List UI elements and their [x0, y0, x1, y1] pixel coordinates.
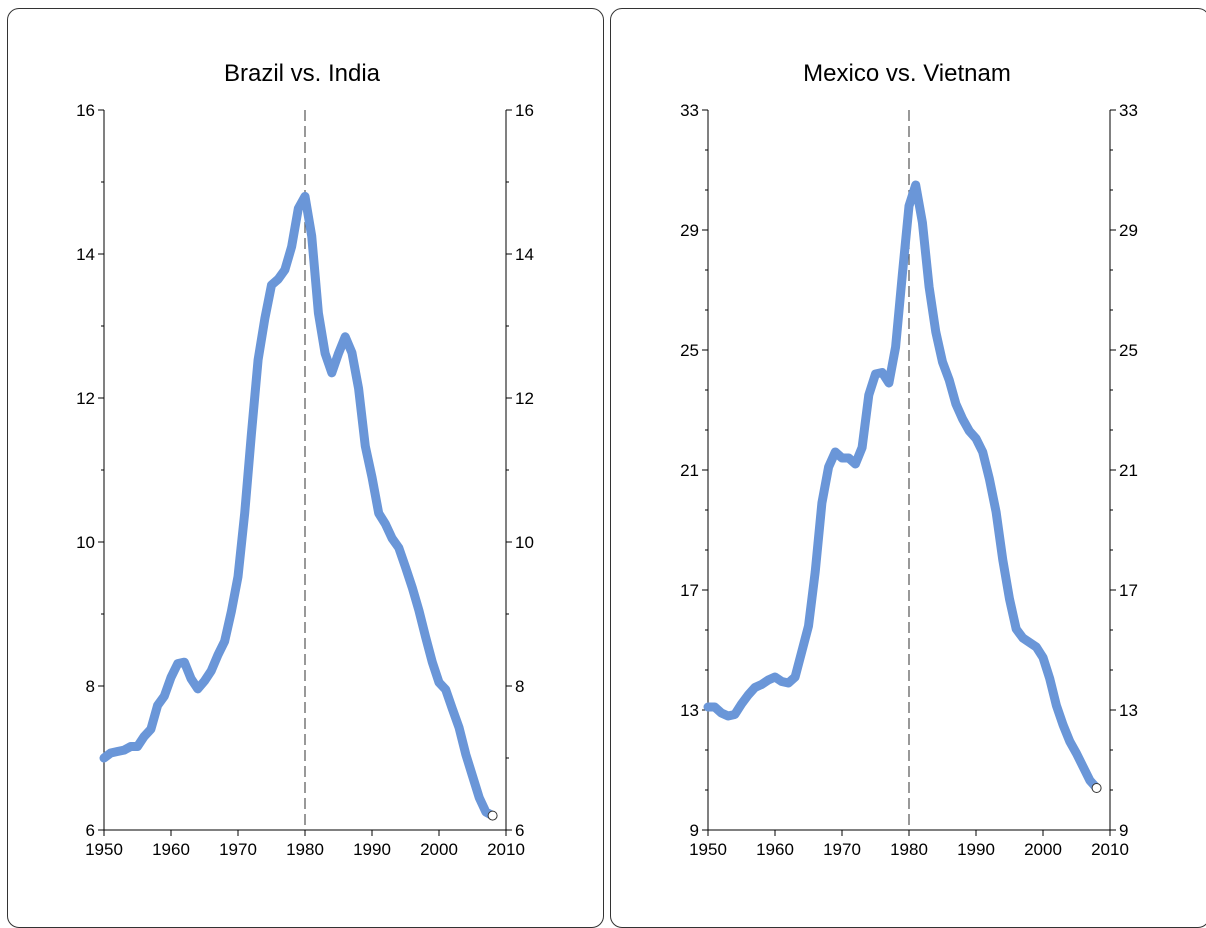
x-tick-label-1-4: 1990	[957, 840, 995, 859]
series-line-0-0	[99, 191, 498, 821]
x-tick-label-0-0: 1950	[85, 840, 123, 859]
y-tick-label-left-0-1: 8	[86, 677, 95, 696]
y-tick-label-right-1-2: 17	[1119, 581, 1138, 600]
x-tick-label-0-2: 1970	[219, 840, 257, 859]
y-tick-label-right-1-5: 29	[1119, 221, 1138, 240]
y-tick-label-right-0-1: 8	[515, 677, 524, 696]
y-tick-label-left-1-4: 25	[680, 341, 699, 360]
chart-panel-mexico-vietnam	[610, 8, 1206, 928]
x-tick-label-1-0: 1950	[689, 840, 727, 859]
x-tick-label-1-3: 1980	[890, 840, 928, 859]
y-tick-label-right-1-0: 9	[1119, 821, 1128, 840]
y-tick-label-left-0-0: 6	[86, 821, 95, 840]
end-marker-0	[487, 810, 498, 821]
y-tick-label-left-1-6: 33	[680, 101, 699, 120]
y-tick-label-right-1-3: 21	[1119, 461, 1138, 480]
y-tick-label-left-1-5: 29	[680, 221, 699, 240]
y-tick-label-left-0-4: 14	[76, 245, 95, 264]
y-tick-label-right-1-4: 25	[1119, 341, 1138, 360]
x-tick-label-1-2: 1970	[823, 840, 861, 859]
series-line-1-0	[703, 180, 1102, 793]
x-tick-label-0-6: 2010	[487, 840, 525, 859]
x-tick-label-1-5: 2000	[1024, 840, 1062, 859]
end-marker-1	[1091, 783, 1102, 793]
x-tick-label-0-5: 2000	[420, 840, 458, 859]
y-tick-label-right-0-5: 16	[515, 101, 534, 120]
chart-title-0: Brazil vs. India	[224, 60, 381, 87]
y-tick-label-right-0-3: 12	[515, 389, 534, 408]
x-tick-label-0-3: 1980	[286, 840, 324, 859]
y-tick-label-left-1-3: 21	[680, 461, 699, 480]
y-tick-label-left-1-1: 13	[680, 701, 699, 720]
y-tick-label-left-0-3: 12	[76, 389, 95, 408]
x-tick-label-1-1: 1960	[756, 840, 794, 859]
y-tick-label-right-0-2: 10	[515, 533, 534, 552]
chart-title-1: Mexico vs. Vietnam	[803, 60, 1011, 87]
x-tick-label-0-4: 1990	[353, 840, 391, 859]
y-tick-label-left-1-0: 9	[690, 821, 699, 840]
x-tick-label-0-1: 1960	[152, 840, 190, 859]
x-tick-label-1-6: 2010	[1091, 840, 1129, 859]
y-tick-label-left-0-2: 10	[76, 533, 95, 552]
y-tick-label-right-1-6: 33	[1119, 101, 1138, 120]
y-tick-label-left-0-5: 16	[76, 101, 95, 120]
y-tick-label-right-1-1: 13	[1119, 701, 1138, 720]
y-tick-label-right-0-0: 6	[515, 821, 524, 840]
y-tick-label-right-0-4: 14	[515, 245, 534, 264]
y-tick-label-left-1-2: 17	[680, 581, 699, 600]
